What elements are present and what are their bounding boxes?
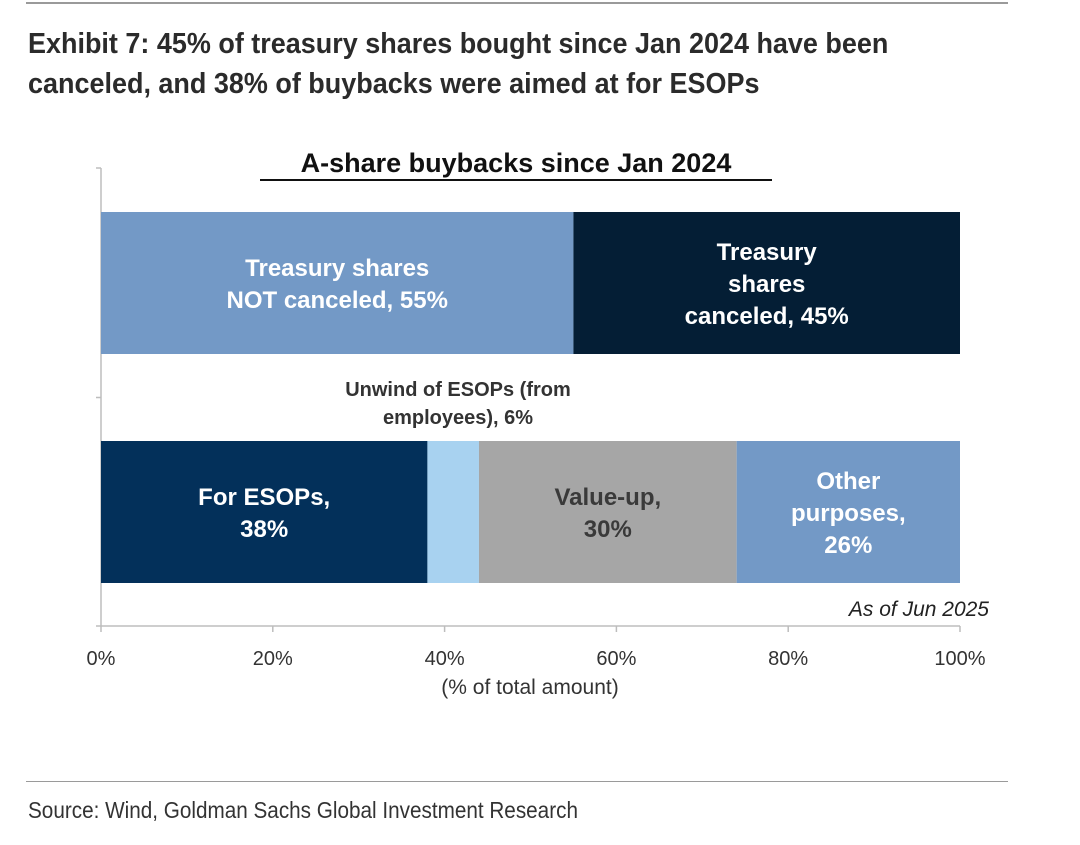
- segment-callout-label: employees), 6%: [383, 407, 533, 429]
- bar-segment: [101, 441, 428, 583]
- segment-label: For ESOPs,: [198, 484, 330, 511]
- top-rule: [26, 2, 1008, 4]
- source-note: Source: Wind, Goldman Sachs Global Inves…: [28, 797, 578, 823]
- plot-area: 0% 20% 40% 60% 80% 100% Treasury shares NOT can…: [87, 167, 986, 670]
- as-of-annotation: As of Jun 2025: [847, 598, 989, 621]
- segment-callout-label: Unwind of ESOPs (from: [345, 379, 571, 401]
- bar-segment: [736, 441, 960, 583]
- x-axis-label: (% of total amount): [441, 676, 618, 699]
- segment-label: Treasury: [717, 239, 818, 266]
- exhibit-title-line1: Exhibit 7: 45% of treasury shares bought…: [28, 28, 889, 60]
- exhibit-title-line2: canceled, and 38% of buybacks were aimed…: [28, 68, 760, 100]
- segment-label: 30%: [584, 516, 632, 543]
- segment-label: NOT canceled, 55%: [227, 287, 448, 314]
- x-tick-label: 20%: [253, 648, 293, 670]
- bar-segment: [101, 212, 574, 354]
- buyback-chart: A-share buybacks since Jan 2024 0% 20% 40%…: [87, 148, 990, 699]
- x-tick-label: 80%: [768, 648, 808, 670]
- bar-segment: [427, 441, 479, 583]
- chart-title: A-share buybacks since Jan 2024: [301, 148, 732, 178]
- bar-segment: [573, 212, 960, 354]
- segment-label: Value-up,: [554, 484, 661, 511]
- segment-label: purposes,: [791, 500, 906, 527]
- bottom-rule: [26, 781, 1008, 782]
- segment-label: Other: [816, 468, 880, 495]
- exhibit-title: Exhibit 7: 45% of treasury shares bought…: [28, 24, 958, 104]
- segment-label: shares: [728, 271, 805, 298]
- segment-label: Treasury shares: [245, 255, 429, 282]
- x-tick-label: 100%: [934, 648, 985, 670]
- segment-label: 38%: [240, 516, 288, 543]
- x-tick-label: 0%: [87, 648, 116, 670]
- segment-label: canceled, 45%: [685, 303, 849, 330]
- x-tick-label: 60%: [596, 648, 636, 670]
- bar-segment: [478, 441, 737, 583]
- x-tick-label: 40%: [425, 648, 465, 670]
- segment-label: 26%: [824, 532, 872, 559]
